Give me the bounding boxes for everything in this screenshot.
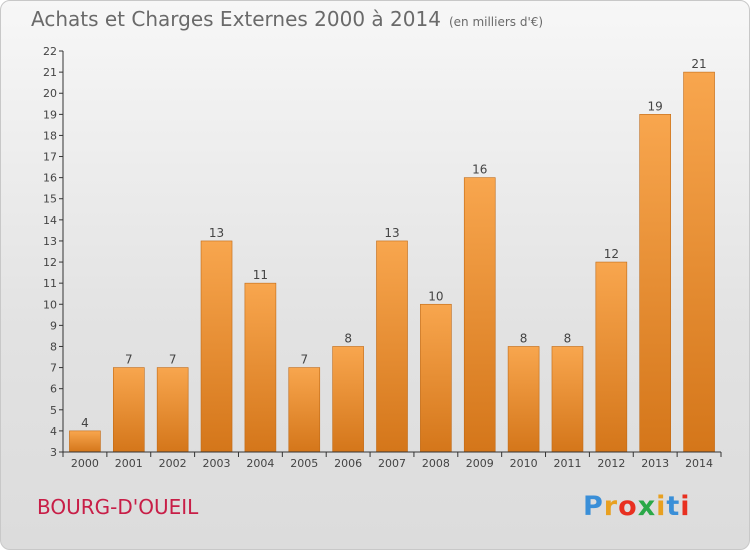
y-tick-label: 6	[50, 383, 57, 396]
y-tick-label: 15	[43, 193, 57, 206]
y-tick-label: 17	[43, 151, 57, 164]
bar-2010	[507, 346, 540, 453]
logo-letter: i	[680, 491, 691, 522]
logo-letter: r	[603, 491, 619, 522]
y-tick-label: 4	[50, 425, 57, 438]
bar-value-label: 10	[428, 289, 443, 303]
bar-value-label: 4	[81, 416, 89, 430]
y-tick-label: 7	[50, 362, 57, 375]
commune-name: BOURG-D'OUEIL	[37, 495, 199, 519]
bar-2003	[200, 240, 233, 453]
bar-2009	[463, 177, 496, 453]
bar-value-label: 8	[564, 331, 572, 345]
bar-2012	[595, 261, 628, 453]
bar-value-label: 13	[209, 226, 224, 240]
bar-value-label: 11	[253, 268, 268, 282]
bar-2002	[156, 367, 189, 453]
y-tick-label: 16	[43, 172, 57, 185]
x-tick-label: 2009	[466, 457, 494, 470]
bar-2011	[551, 346, 584, 453]
bar-value-label: 7	[125, 353, 133, 367]
axes	[62, 51, 721, 453]
x-tick-label: 2010	[510, 457, 538, 470]
x-tick-label: 2001	[115, 457, 143, 470]
y-tick-label: 9	[50, 319, 57, 332]
chart-subtitle: (en milliers d'€)	[448, 15, 544, 29]
bar-2013	[639, 114, 672, 453]
x-tick-label: 2007	[378, 457, 406, 470]
x-tick-label: 2013	[641, 457, 669, 470]
x-tick-label: 2002	[159, 457, 187, 470]
bar-2014	[683, 71, 715, 453]
bar-value-label: 7	[300, 353, 308, 367]
x-tick-label: 2008	[422, 457, 450, 470]
logo-letter: P	[583, 491, 604, 522]
y-tick-label: 20	[43, 87, 57, 100]
bar-2007	[376, 240, 408, 453]
x-tick-label: 2000	[71, 457, 99, 470]
bar-2005	[288, 367, 321, 453]
y-tick-label: 11	[43, 277, 57, 290]
y-axis-ticks: 3 4 5 6 7 8 9 10 11 12 13 14 15 16 17 18 19 20 21 22	[43, 45, 63, 459]
bar-2004	[244, 282, 277, 453]
logo-letter: x	[637, 491, 657, 522]
bar-2006	[332, 346, 364, 453]
x-axis-labels: 2000 2001 2002 2003 2004 2005 2006 2007 2008 2009…	[62, 452, 722, 470]
y-tick-label: 21	[43, 66, 57, 79]
x-tick-label: 2005	[290, 457, 318, 470]
bar-2000	[69, 430, 101, 453]
bar-value-label: 8	[344, 331, 352, 345]
y-tick-label: 14	[43, 214, 57, 227]
chart-title: Achats et Charges Externes 2000 à 2014 (e…	[31, 7, 543, 31]
y-tick-label: 5	[50, 404, 57, 417]
bar-value-label: 13	[384, 226, 399, 240]
y-tick-label: 12	[43, 256, 57, 269]
logo-letter: o	[618, 491, 638, 522]
bar-value-label: 7	[169, 353, 177, 367]
bar-value-label: 21	[691, 57, 706, 71]
bar-2001	[113, 367, 145, 453]
bar-value-label: 19	[648, 99, 663, 113]
logo-letter: t	[666, 491, 681, 522]
x-tick-label: 2012	[597, 457, 625, 470]
y-tick-label: 22	[43, 45, 57, 58]
y-tick-label: 19	[43, 108, 57, 121]
y-tick-label: 18	[43, 129, 57, 142]
x-tick-label: 2011	[553, 457, 581, 470]
y-tick-label: 8	[50, 340, 57, 353]
bar-value-label: 16	[472, 163, 487, 177]
x-tick-label: 2014	[685, 457, 713, 470]
bar-value-label: 8	[520, 331, 528, 345]
chart-title-text: Achats et Charges Externes 2000 à 2014	[31, 7, 441, 31]
x-tick-label: 2006	[334, 457, 362, 470]
proxiti-logo: Proxiti	[583, 491, 691, 522]
bars-group: 4 7 7 13 11 7 8 13 10 16 8 8 12 19 21	[69, 57, 715, 453]
x-tick-label: 2003	[203, 457, 231, 470]
bar-value-label: 12	[604, 247, 619, 261]
y-tick-label: 13	[43, 235, 57, 248]
bar-2008	[420, 303, 452, 453]
y-tick-label: 10	[43, 298, 57, 311]
x-tick-label: 2004	[246, 457, 274, 470]
logo-letter: i	[656, 491, 667, 522]
y-tick-label: 3	[50, 446, 57, 459]
